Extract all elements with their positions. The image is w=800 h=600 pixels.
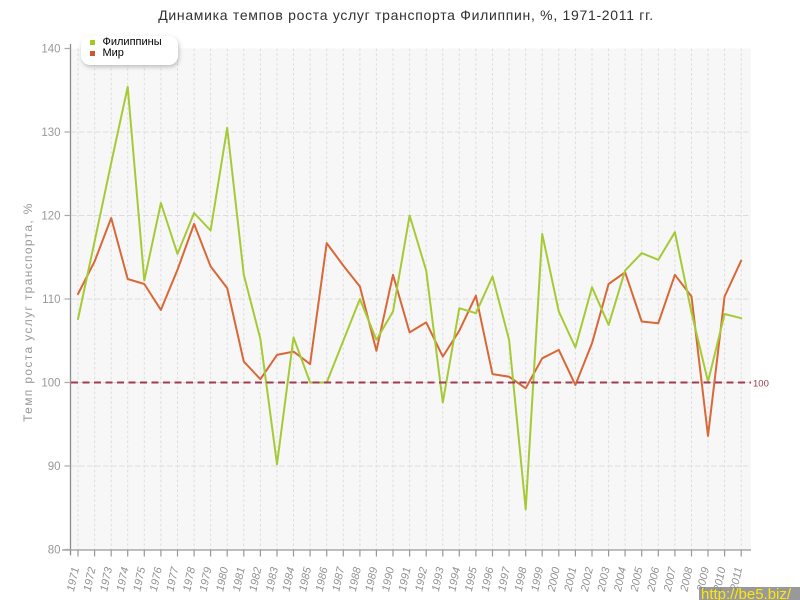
svg-text:2011: 2011 (728, 566, 745, 593)
svg-text:130: 130 (41, 127, 60, 139)
svg-text:1989: 1989 (364, 566, 381, 592)
svg-text:2002: 2002 (579, 566, 596, 593)
svg-text:1983: 1983 (264, 565, 281, 592)
svg-text:1990: 1990 (380, 565, 397, 592)
svg-text:1981: 1981 (231, 566, 248, 592)
svg-text:120: 120 (41, 211, 60, 223)
svg-text:2005: 2005 (629, 565, 646, 593)
svg-text:2003: 2003 (595, 565, 612, 593)
svg-text:1974: 1974 (115, 566, 132, 592)
svg-text:2009: 2009 (695, 566, 712, 593)
svg-text:2006: 2006 (645, 565, 662, 593)
svg-text:1978: 1978 (181, 565, 198, 592)
svg-text:1977: 1977 (165, 565, 182, 592)
svg-text:1998: 1998 (513, 565, 530, 592)
svg-text:1987: 1987 (330, 565, 347, 592)
svg-text:2000: 2000 (546, 565, 563, 593)
svg-text:1985: 1985 (297, 565, 314, 592)
svg-text:1988: 1988 (347, 565, 364, 592)
svg-text:1976: 1976 (148, 565, 165, 592)
svg-text:2007: 2007 (662, 565, 679, 593)
svg-text:1999: 1999 (529, 566, 546, 592)
svg-text:1995: 1995 (463, 565, 480, 592)
svg-text:100: 100 (41, 378, 60, 390)
svg-text:100: 100 (753, 378, 769, 389)
svg-text:1997: 1997 (496, 565, 513, 592)
svg-text:1991: 1991 (397, 566, 414, 592)
svg-text:1984: 1984 (281, 566, 298, 592)
svg-text:140: 140 (41, 44, 60, 56)
svg-text:1975: 1975 (131, 565, 148, 592)
svg-text:1980: 1980 (214, 565, 231, 592)
svg-text:1979: 1979 (198, 566, 215, 592)
svg-text:1972: 1972 (82, 566, 99, 592)
svg-text:2001: 2001 (562, 566, 579, 593)
svg-text:1973: 1973 (98, 565, 115, 592)
svg-text:80: 80 (48, 545, 61, 557)
svg-text:1971: 1971 (65, 566, 82, 592)
svg-text:1986: 1986 (314, 565, 331, 592)
svg-text:2004: 2004 (612, 566, 629, 593)
svg-text:1992: 1992 (413, 566, 430, 592)
svg-text:2008: 2008 (678, 565, 695, 593)
svg-text:90: 90 (48, 461, 61, 473)
svg-text:1994: 1994 (446, 566, 463, 592)
svg-text:1993: 1993 (430, 565, 447, 592)
svg-text:1982: 1982 (248, 566, 265, 592)
svg-text:2010: 2010 (711, 565, 728, 593)
svg-text:110: 110 (42, 294, 60, 306)
svg-text:1996: 1996 (480, 565, 497, 592)
